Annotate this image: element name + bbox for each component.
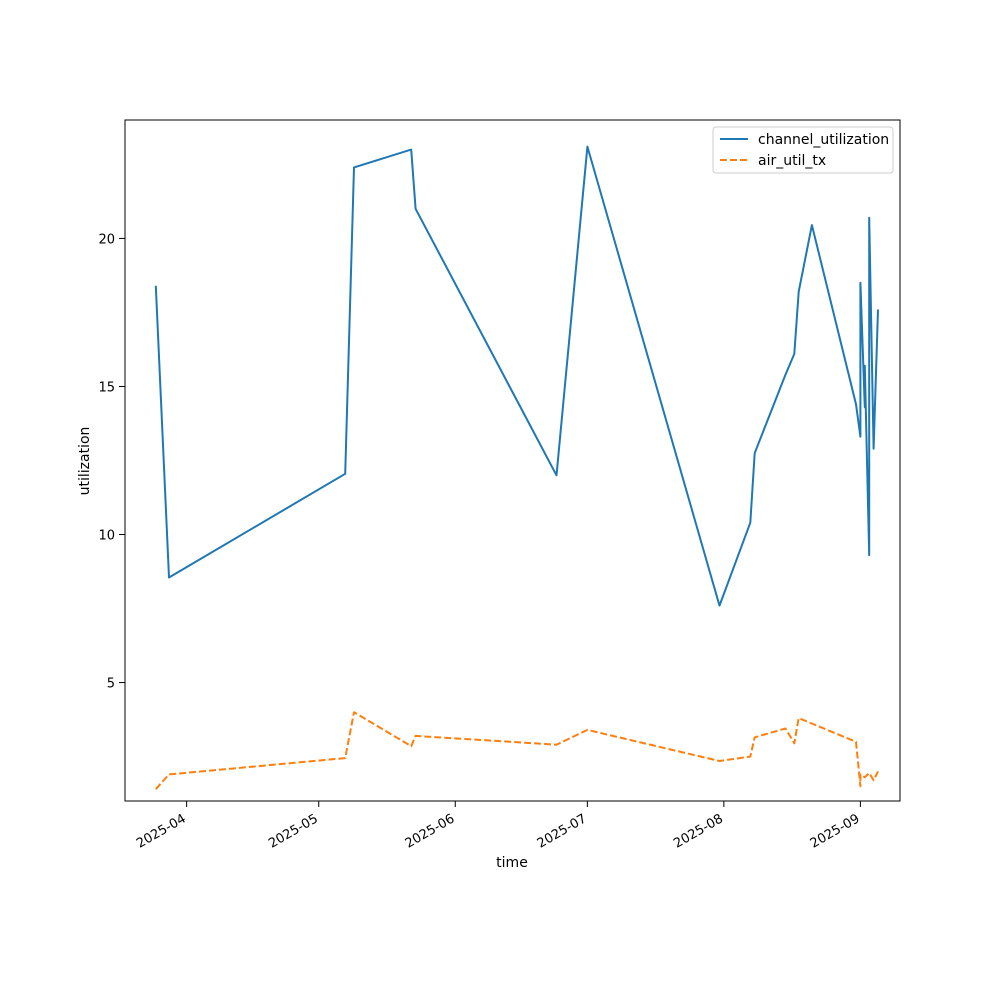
- y-tick-label: 10: [98, 529, 115, 544]
- series-line-air-util-tx: [155, 711, 879, 790]
- plot-frame: [124, 119, 901, 802]
- x-axis-label: time: [496, 855, 528, 871]
- plot-lines: [154, 145, 879, 790]
- legend-box: [712, 126, 894, 174]
- legend: channel_utilization air_util_tx: [712, 126, 894, 174]
- legend-label-air-util-tx: air_util_tx: [758, 153, 826, 169]
- y-tick-label: 20: [98, 232, 115, 247]
- series-line-channel-utilization: [154, 145, 879, 607]
- y-axis: 5 10 15 20: [98, 232, 125, 692]
- y-axis-label: utilization: [77, 427, 93, 496]
- y-tick-label: 15: [98, 380, 115, 395]
- legend-label-channel-utilization: channel_utilization: [758, 132, 889, 148]
- y-tick-label: 5: [107, 677, 115, 692]
